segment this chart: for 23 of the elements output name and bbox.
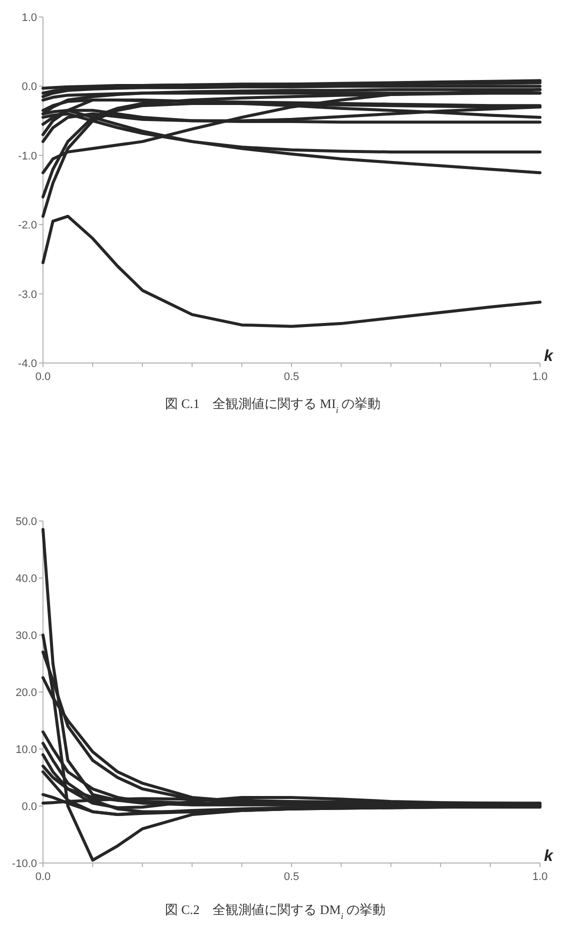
y-tick-label: 10.0 — [16, 744, 37, 756]
y-tick-label: 20.0 — [16, 687, 37, 699]
y-tick-label: 50.0 — [16, 516, 37, 528]
y-tick-label: 0.0 — [22, 81, 37, 94]
x-tick-label: 0.5 — [284, 871, 300, 883]
y-tick-label: -2.0 — [18, 220, 37, 232]
y-tick-label: -3.0 — [18, 288, 37, 301]
y-tick-label: 0.0 — [22, 801, 37, 813]
x-tick-label: 1.0 — [532, 871, 548, 883]
y-tick-label: 40.0 — [16, 573, 37, 585]
y-tick-label: -10.0 — [12, 858, 37, 870]
y-tick-label: 30.0 — [16, 630, 37, 642]
y-tick-label: -1.0 — [18, 150, 37, 162]
y-tick-label: 1.0 — [22, 12, 37, 24]
text: 図 C.2 全観測値に関する DM$_{i}$ の挙動 — [165, 902, 386, 921]
x-tick-label: 0.0 — [35, 371, 51, 383]
x-tick-label: 0.0 — [35, 871, 51, 883]
x-tick-label: 0.5 — [284, 371, 300, 383]
y-tick-label: -4.0 — [18, 358, 37, 370]
x-axis-title: k — [544, 348, 554, 365]
text: 図 C.1 全観測値に関する MI$_{i}$ の挙動 — [165, 396, 381, 415]
x-axis-title: k — [544, 848, 554, 865]
x-tick-label: 1.0 — [532, 371, 548, 383]
